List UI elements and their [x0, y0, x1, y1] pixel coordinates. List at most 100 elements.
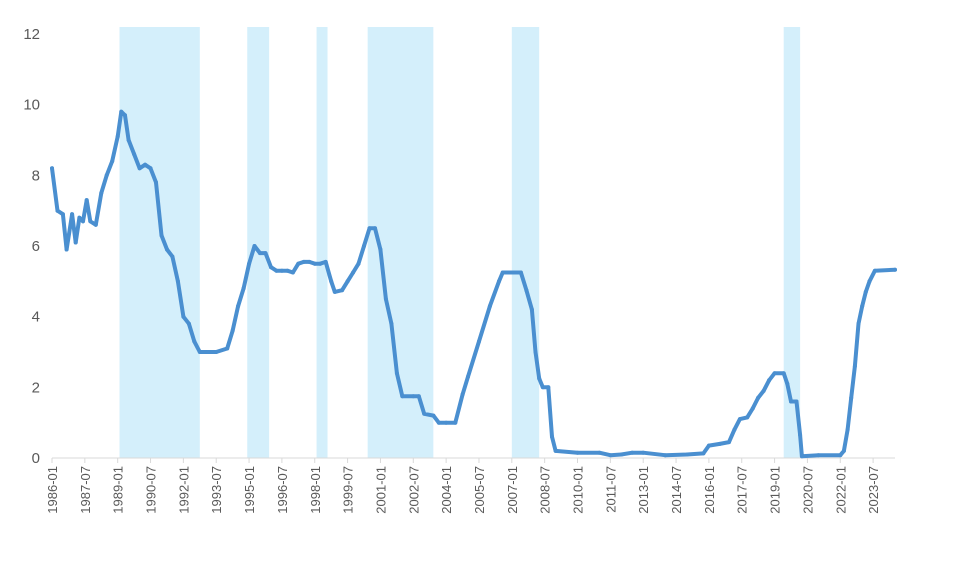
x-tick-label: 1986-01	[45, 466, 60, 514]
shaded-period-3	[316, 27, 328, 458]
data-point	[154, 180, 158, 185]
data-point	[367, 226, 372, 231]
data-point	[332, 289, 337, 294]
data-point	[524, 288, 529, 293]
data-point	[794, 399, 799, 404]
data-point	[727, 440, 731, 445]
data-point	[756, 395, 761, 400]
data-point	[537, 376, 542, 381]
x-tick-label: 2004-01	[439, 466, 454, 514]
shaded-period-5	[511, 27, 540, 458]
x-tick-label: 2005-07	[472, 466, 487, 514]
data-point	[641, 450, 646, 455]
data-point	[411, 394, 416, 399]
data-point	[518, 270, 523, 275]
data-point	[685, 452, 689, 457]
data-point	[540, 385, 545, 390]
data-point	[64, 247, 69, 252]
data-point	[88, 219, 93, 224]
x-tick-label: 1993-07	[209, 466, 224, 514]
data-point	[123, 113, 127, 118]
data-point	[345, 279, 350, 284]
data-point	[436, 420, 441, 425]
data-point	[477, 339, 481, 344]
x-tick-label: 2013-01	[636, 466, 651, 514]
data-point	[318, 261, 323, 266]
data-point	[77, 215, 82, 220]
y-tick-label: 12	[23, 26, 40, 43]
data-point	[772, 371, 777, 376]
x-tick-label: 1995-01	[242, 466, 257, 514]
x-tick-label: 2007-01	[505, 466, 520, 514]
data-point	[767, 378, 772, 383]
data-point	[867, 279, 872, 284]
data-point	[93, 222, 98, 227]
x-tick-labels: 1986-01 1987-07 1989-01 1990-07 1992-01 1993-…	[45, 458, 881, 514]
data-point	[143, 162, 148, 167]
x-tick-label: 1998-01	[308, 466, 323, 514]
data-point	[422, 411, 427, 416]
data-point	[70, 212, 75, 217]
data-point	[73, 240, 78, 245]
data-point	[761, 388, 766, 393]
x-tick-label: 1987-07	[78, 466, 93, 514]
y-tick-label: 10	[23, 97, 40, 114]
x-tick-label: 1990-07	[144, 466, 159, 514]
data-point	[750, 406, 755, 411]
data-point	[236, 304, 241, 309]
x-tick-label: 1992-01	[176, 466, 191, 514]
data-point	[785, 381, 790, 386]
shaded-period-2	[247, 27, 270, 458]
data-point	[60, 212, 65, 217]
data-point	[799, 454, 804, 459]
data-point	[307, 259, 312, 264]
data-point	[81, 219, 85, 224]
data-point	[553, 448, 558, 453]
data-point	[745, 415, 750, 420]
data-point	[781, 371, 786, 376]
data-point	[230, 328, 235, 333]
data-point	[838, 453, 843, 458]
data-point	[148, 166, 153, 171]
x-tick-label: 2022-01	[833, 466, 848, 514]
data-point	[274, 268, 279, 273]
data-point	[241, 286, 246, 291]
y-tick-label: 0	[32, 450, 40, 467]
series-layer	[50, 109, 897, 459]
data-point	[706, 443, 711, 448]
data-point	[301, 259, 306, 264]
data-point	[99, 191, 104, 195]
data-point	[115, 134, 120, 139]
shaded-periods	[119, 27, 801, 458]
data-point	[269, 265, 273, 270]
data-point	[203, 350, 208, 354]
x-tick-label: 1996-07	[275, 466, 290, 514]
data-point	[296, 261, 301, 266]
data-point	[717, 441, 722, 446]
data-point	[110, 159, 115, 164]
data-point	[789, 399, 793, 404]
data-point	[175, 279, 180, 284]
data-point	[849, 395, 854, 400]
data-point	[701, 451, 706, 456]
x-tick-label: 2010-01	[571, 466, 586, 514]
data-point	[852, 364, 857, 369]
data-point	[856, 321, 861, 326]
data-point	[619, 452, 624, 457]
y-tick-label: 6	[32, 238, 40, 255]
data-point	[737, 417, 742, 422]
x-tick-label: 2011-07	[603, 466, 618, 513]
data-point	[181, 314, 186, 319]
x-tick-label: 1999-07	[341, 466, 356, 514]
data-point	[529, 307, 534, 312]
x-tick-label: 2014-07	[669, 466, 684, 514]
data-point	[400, 394, 405, 399]
data-point	[460, 392, 465, 397]
data-point	[329, 279, 334, 284]
data-point	[186, 321, 191, 326]
x-tick-label: 2016-01	[702, 466, 717, 514]
x-tick-label: 2008-07	[538, 466, 553, 514]
y-tick-label: 4	[32, 309, 40, 326]
y-tick-label: 8	[32, 167, 40, 184]
